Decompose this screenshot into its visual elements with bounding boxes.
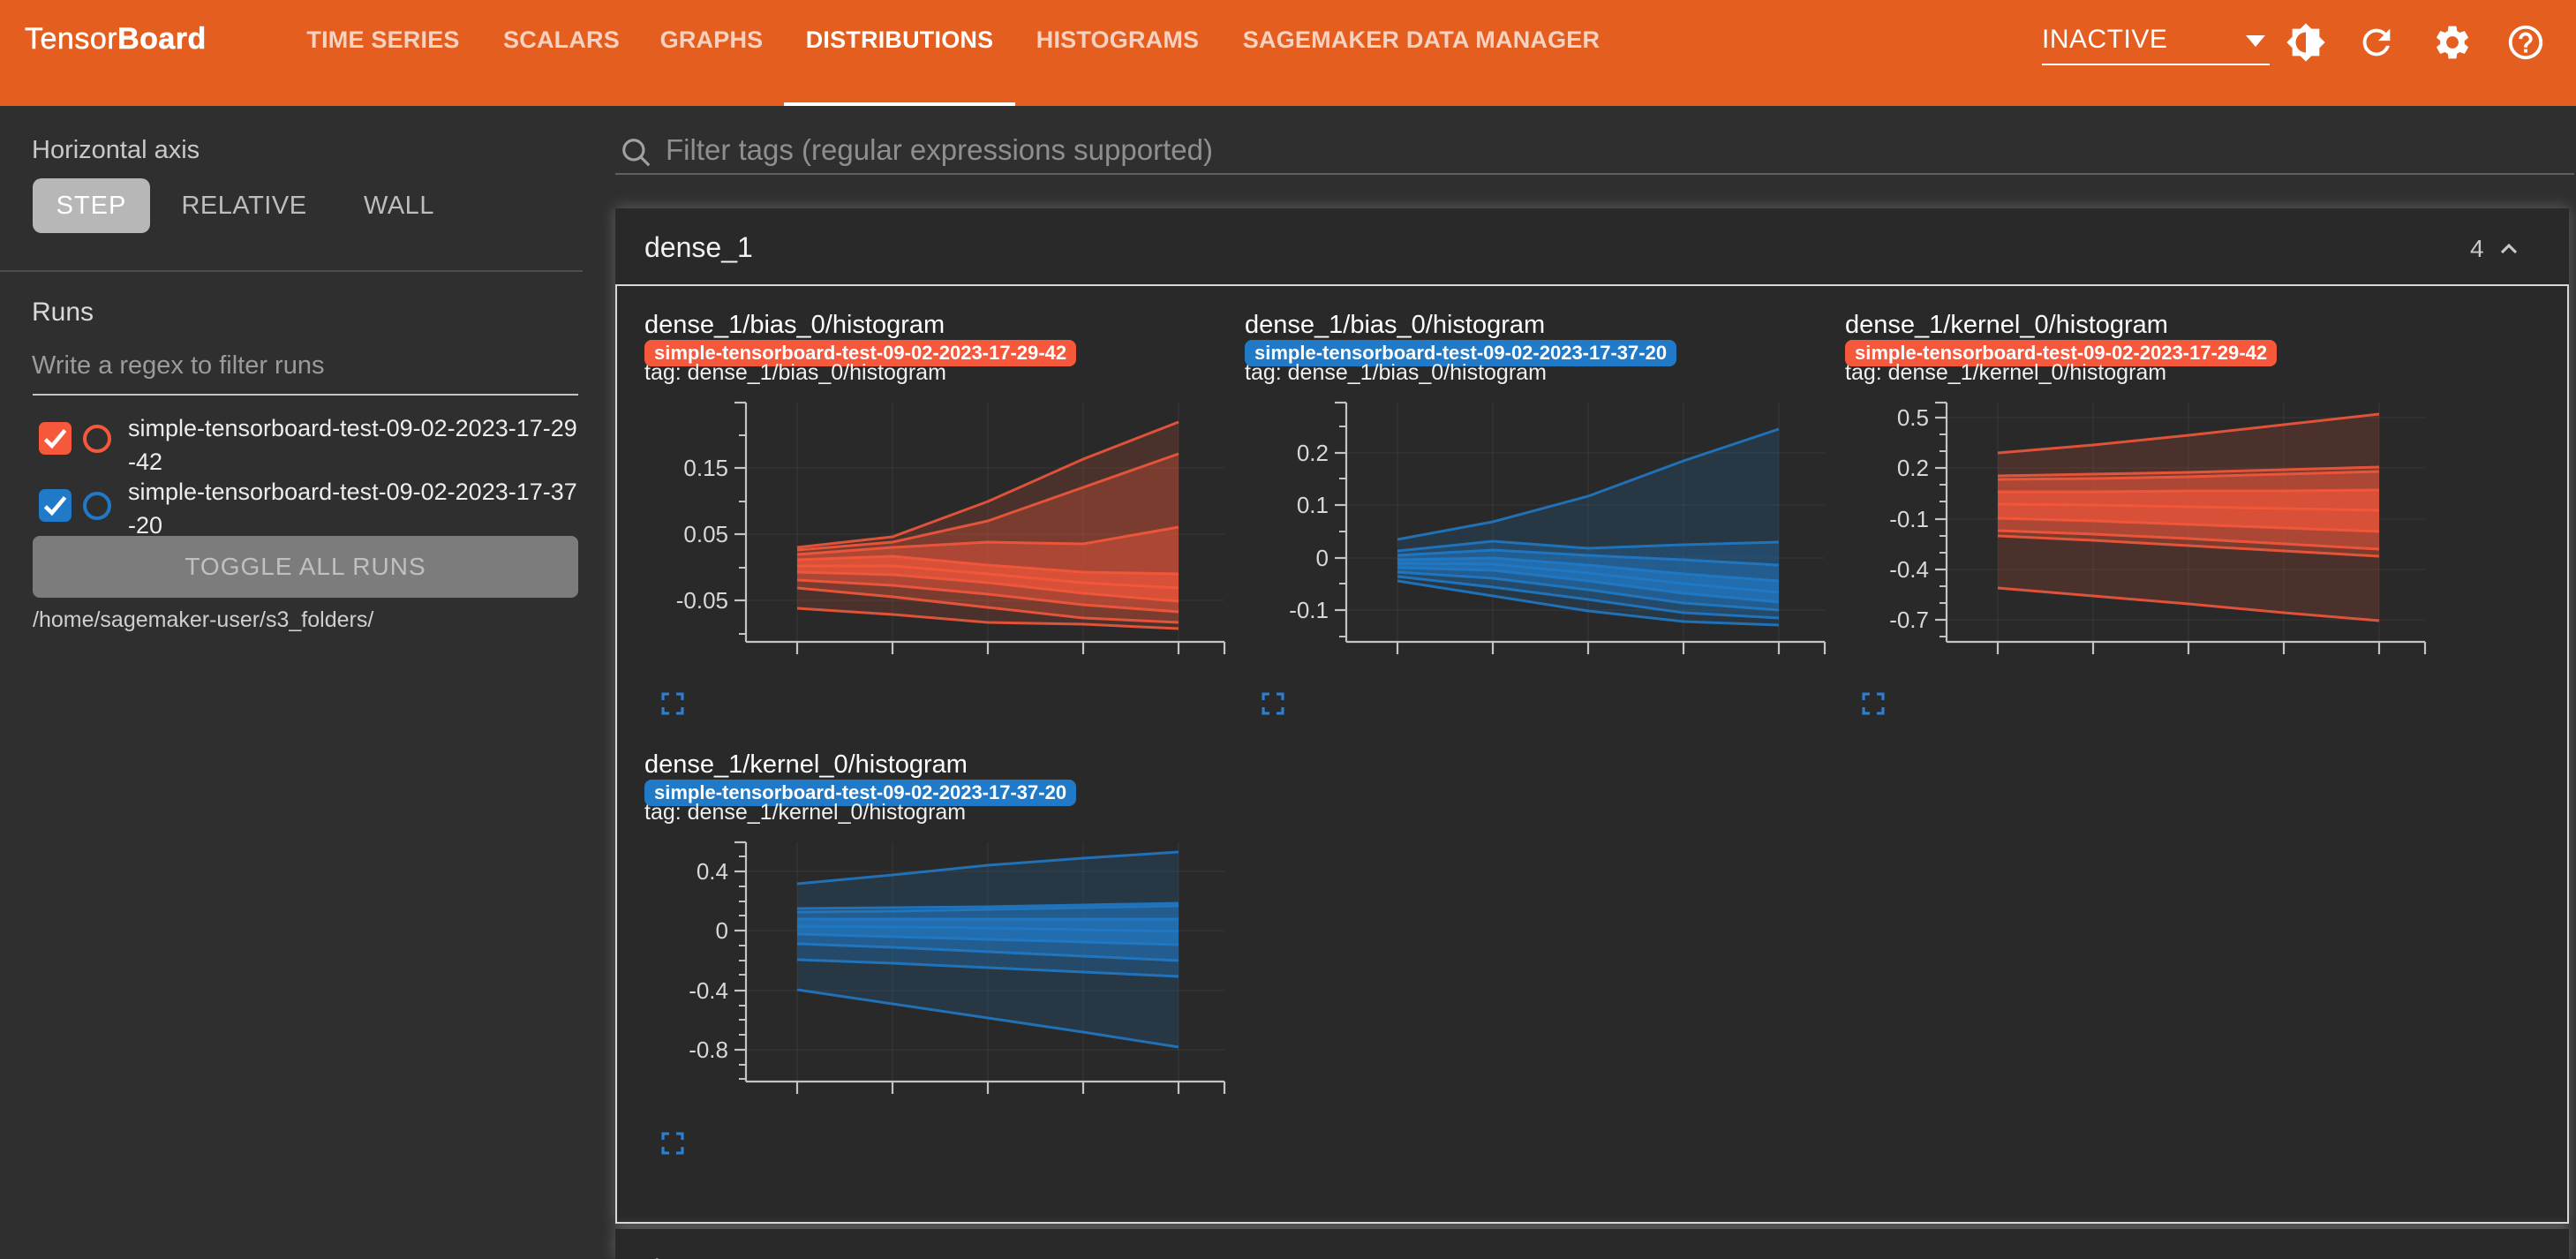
svg-text:0.15: 0.15 bbox=[683, 455, 728, 481]
svg-text:-0.8: -0.8 bbox=[689, 1037, 728, 1063]
svg-text:-0.4: -0.4 bbox=[1889, 556, 1929, 583]
svg-text:0.2: 0.2 bbox=[1297, 440, 1329, 466]
svg-text:-0.4: -0.4 bbox=[689, 977, 728, 1004]
svg-text:-0.05: -0.05 bbox=[676, 587, 728, 614]
svg-text:0.5: 0.5 bbox=[1897, 404, 1929, 431]
svg-text:0.2: 0.2 bbox=[1897, 455, 1929, 481]
svg-text:0: 0 bbox=[1316, 545, 1329, 571]
svg-text:-0.7: -0.7 bbox=[1889, 607, 1929, 633]
svg-text:0: 0 bbox=[716, 917, 728, 944]
svg-text:-0.1: -0.1 bbox=[1889, 506, 1929, 532]
svg-text:-0.1: -0.1 bbox=[1289, 597, 1329, 623]
svg-text:0.05: 0.05 bbox=[683, 521, 728, 547]
svg-text:0.1: 0.1 bbox=[1297, 492, 1329, 518]
svg-text:0.4: 0.4 bbox=[697, 858, 728, 885]
